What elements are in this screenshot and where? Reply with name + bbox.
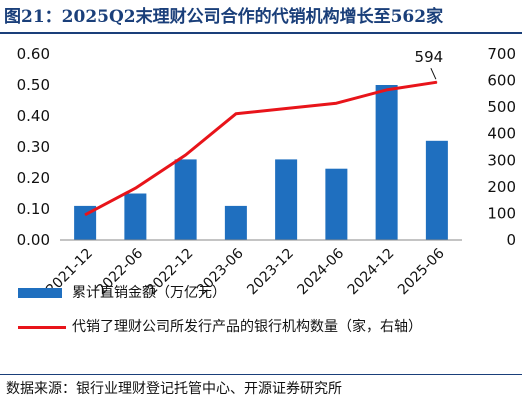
bar-direct-sales-2024-12 [375,85,398,240]
left-axis-tick-label: 0.20 [17,169,50,187]
bar-direct-sales-2022-12 [174,159,197,240]
right-axis-tick-label: 600 [487,72,516,90]
bar-direct-sales-2023-06 [224,205,247,240]
annotation-leader-line [430,67,437,80]
line-point-2023-12 [285,107,287,109]
bar-direct-sales-2025-06 [425,140,448,240]
legend-label-bar: 累计直销金额（万亿元） [72,285,226,301]
left-axis-tick-label: 0.50 [17,76,50,94]
source-divider [0,374,522,375]
legend-item-line: 代销了理财公司所发行产品的银行机构数量（家，右轴） [8,316,518,338]
line-point-2024-12 [386,89,388,91]
bar-direct-sales-2021-12 [74,205,97,240]
line-point-2021-12 [84,214,86,216]
right-axis-tick-label: 400 [487,125,516,143]
left-axis-tick-label: 0.30 [17,138,50,156]
bar-direct-sales-2024-06 [325,168,348,240]
legend-item-bar: 累计直销金额（万亿元） [8,282,518,304]
right-axis-tick-label: 500 [487,98,516,116]
line-point-2022-12 [185,154,187,156]
legend-swatch-bar [18,288,62,298]
bar-direct-sales-2022-06 [124,193,147,240]
left-axis-tick-label: 0.10 [17,200,50,218]
right-axis-tick-label: 100 [487,204,516,222]
left-axis-tick-label: 0.60 [17,45,50,63]
right-axis-tick-label: 200 [487,178,516,196]
chart-title: 图21：2025Q2末理财公司合作的代销机构增长至562家 [4,7,444,27]
line-point-2025-06 [436,81,438,83]
combo-chart: 0.00 0.10 0.20 0.30 0.40 0.50 0.60 0 100 200 300 4… [17,45,516,298]
right-axis-tick-label: 300 [487,151,516,169]
bar-direct-sales-2023-12 [275,159,298,240]
left-axis-tick-label: 0.40 [17,107,50,125]
legend-swatch-line [18,326,66,329]
annotation-label: 594 [415,48,444,66]
left-axis-tick-label: 0.00 [17,231,50,249]
line-agency-banks [84,80,438,217]
line-point-2024-06 [335,102,337,104]
right-axis-tick-label: 0 [506,231,516,249]
line-point-2022-06 [134,187,136,189]
source-note: 数据来源：银行业理财登记托管中心、开源证券研究所 [6,381,342,397]
title-divider [0,32,522,34]
right-axis-tick-label: 700 [487,45,516,63]
legend-label-line: 代销了理财公司所发行产品的银行机构数量（家，右轴） [72,319,422,335]
line-point-2023-06 [235,113,237,115]
